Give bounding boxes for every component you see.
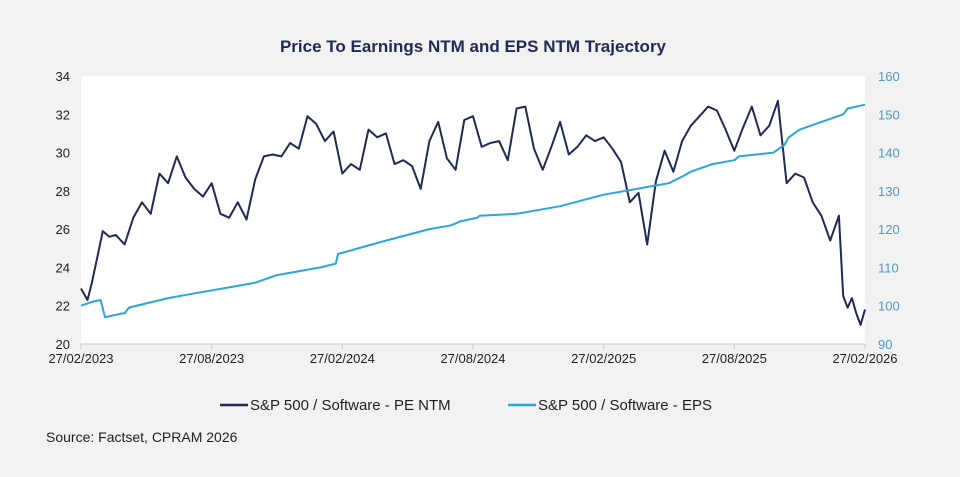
y-left-tick-label: 20 <box>56 337 70 352</box>
y-right-tick-label: 110 <box>878 260 899 275</box>
legend-label: S&P 500 / Software - PE NTM <box>250 397 451 414</box>
y-right-tick-label: 160 <box>878 69 900 84</box>
series-line-eps <box>80 103 866 319</box>
y-left-tick-label: 30 <box>56 146 70 161</box>
x-tick-label: 27/08/2024 <box>440 351 505 366</box>
y-right-tick-label: 100 <box>878 299 900 314</box>
x-tick-label: 27/02/2024 <box>310 351 375 366</box>
chart-title: Price To Earnings NTM and EPS NTM Trajec… <box>280 37 667 56</box>
y-right-tick-label: 130 <box>878 184 900 199</box>
x-tick-label: 27/02/2026 <box>832 351 897 366</box>
y-right-tick-label: 120 <box>878 222 900 237</box>
plot-area <box>81 76 865 344</box>
legend-label: S&P 500 / Software - EPS <box>538 397 712 414</box>
y-right-tick-label: 150 <box>878 107 900 122</box>
y-left-tick-label: 34 <box>56 69 70 84</box>
y-left-tick-label: 24 <box>56 260 70 275</box>
y-left-tick-label: 28 <box>56 184 70 199</box>
x-tick-label: 27/02/2025 <box>571 351 636 366</box>
y-right-tick-label: 90 <box>878 337 892 352</box>
y-left-tick-label: 26 <box>56 222 70 237</box>
y-right-tick-label: 140 <box>878 146 900 161</box>
y-left-tick-label: 22 <box>56 299 70 314</box>
chart-svg: Price To Earnings NTM and EPS NTM Trajec… <box>48 37 900 414</box>
y-left-tick-label: 32 <box>56 107 70 122</box>
series-line-pe-ntm <box>80 99 866 326</box>
x-tick-label: 27/08/2025 <box>702 351 767 366</box>
source-note: Source: Factset, CPRAM 2026 <box>46 429 238 445</box>
x-tick-label: 27/02/2023 <box>48 351 113 366</box>
x-tick-label: 27/08/2023 <box>179 351 244 366</box>
